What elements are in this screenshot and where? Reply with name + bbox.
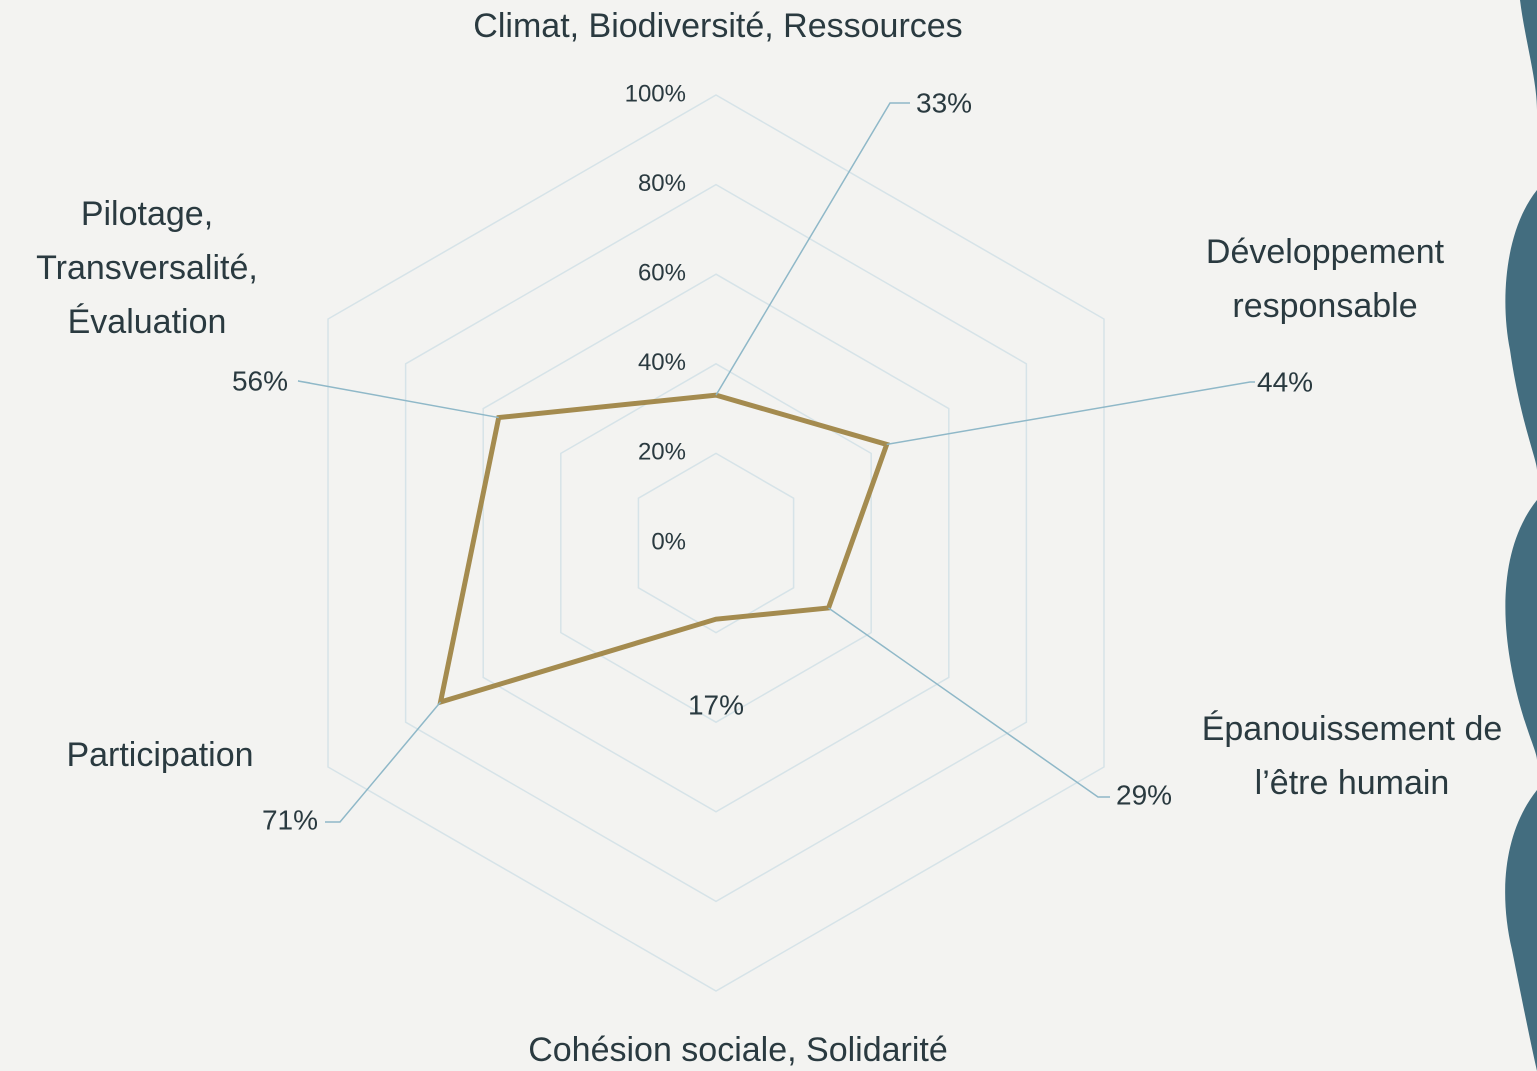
tick-label: 40%	[638, 349, 686, 376]
decoration	[1505, 0, 1537, 1071]
leader-line	[325, 701, 442, 823]
category-label: Épanouissement de l’être humain	[1202, 710, 1503, 802]
grid-ring	[482, 273, 950, 813]
leader-line	[297, 380, 499, 419]
value-label: 44%	[1257, 366, 1313, 397]
tick-label: 20%	[638, 439, 686, 466]
leader-line	[886, 381, 1255, 446]
tick-label: 100%	[625, 80, 686, 107]
leader-line	[715, 102, 910, 396]
tick-label: 0%	[651, 528, 686, 555]
grid-ring	[404, 183, 1028, 903]
category-label: Développement responsable	[1206, 233, 1445, 325]
value-label: 56%	[232, 365, 288, 396]
grid-ring	[637, 452, 795, 634]
category-label: Pilotage, Transversalité, Évaluation	[36, 195, 258, 341]
category-label: Participation	[66, 736, 253, 774]
value-label: 33%	[916, 87, 972, 118]
value-label: 17%	[688, 689, 744, 720]
tick-label: 80%	[638, 170, 686, 197]
leader-line	[828, 607, 1110, 798]
value-label: 71%	[262, 804, 318, 835]
grid-ring	[327, 94, 1105, 992]
value-label: 29%	[1116, 779, 1172, 810]
category-label: Cohésion sociale, Solidarité	[528, 1031, 948, 1069]
grid-ring	[560, 362, 872, 724]
tick-label: 60%	[638, 260, 686, 287]
category-label: Climat, Biodiversité, Ressources	[473, 7, 962, 45]
